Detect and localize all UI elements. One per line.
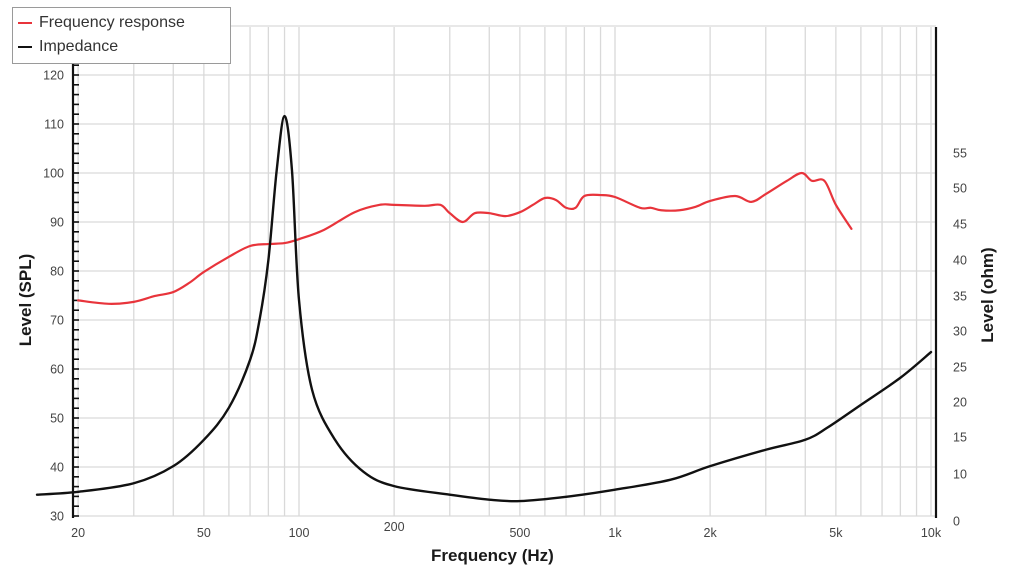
svg-text:200: 200 <box>384 520 405 534</box>
svg-text:25: 25 <box>953 361 967 375</box>
data-curves <box>35 114 933 503</box>
svg-text:70: 70 <box>50 314 64 328</box>
svg-text:5k: 5k <box>829 526 843 540</box>
svg-text:90: 90 <box>50 216 64 230</box>
svg-text:40: 40 <box>50 461 64 475</box>
grid-lines <box>73 25 936 517</box>
legend-item-frequency-response: Frequency response <box>18 14 185 32</box>
impedance-curve <box>35 114 933 503</box>
legend-label: Frequency response <box>39 14 185 31</box>
x-axis-title: Frequency (Hz) <box>431 546 554 565</box>
svg-text:20: 20 <box>71 526 85 540</box>
svg-text:50: 50 <box>50 412 64 426</box>
svg-text:50: 50 <box>197 526 211 540</box>
svg-text:50: 50 <box>953 182 967 196</box>
svg-text:2k: 2k <box>704 526 718 540</box>
svg-text:40: 40 <box>953 254 967 268</box>
legend: Frequency response Impedance <box>12 7 231 64</box>
legend-swatch-black-line-icon <box>18 46 32 48</box>
y-right-axis-title: Level (ohm) <box>978 247 997 343</box>
svg-text:30: 30 <box>50 510 64 524</box>
frequency-response-curve <box>77 171 853 305</box>
svg-text:0: 0 <box>953 515 960 529</box>
svg-text:60: 60 <box>50 363 64 377</box>
svg-text:100: 100 <box>43 167 64 181</box>
svg-text:110: 110 <box>44 118 64 132</box>
svg-text:20: 20 <box>953 396 967 410</box>
left-axis-ticks <box>71 27 938 518</box>
svg-text:35: 35 <box>953 290 967 304</box>
svg-text:45: 45 <box>953 218 967 232</box>
svg-text:55: 55 <box>953 147 967 161</box>
svg-text:80: 80 <box>50 265 64 279</box>
svg-text:10: 10 <box>953 468 967 482</box>
svg-text:10k: 10k <box>921 526 942 540</box>
svg-text:500: 500 <box>509 526 530 540</box>
svg-text:120: 120 <box>43 69 64 83</box>
svg-text:30: 30 <box>953 325 967 339</box>
y-left-axis-title: Level (SPL) <box>16 253 35 347</box>
legend-swatch-red-line-icon <box>18 22 32 24</box>
legend-item-impedance: Impedance <box>18 38 118 56</box>
legend-label: Impedance <box>39 38 119 55</box>
svg-text:100: 100 <box>289 526 310 540</box>
svg-text:15: 15 <box>953 431 967 445</box>
svg-text:1k: 1k <box>608 526 622 540</box>
